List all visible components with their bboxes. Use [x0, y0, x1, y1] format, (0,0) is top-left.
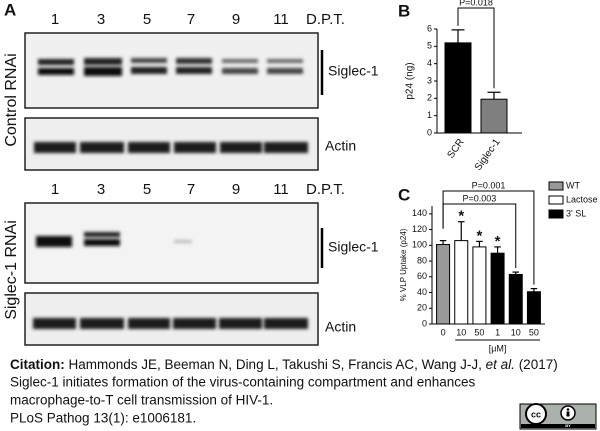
lane-label: 7	[187, 181, 195, 198]
y-tick-label: 0	[422, 318, 427, 328]
x-tick-label: 0	[441, 327, 446, 337]
row-label: Control RNAi	[3, 53, 20, 146]
lane-label: 11	[273, 11, 289, 28]
lane-unit: D.P.T.	[306, 181, 345, 198]
significance-mark: *	[458, 208, 464, 225]
y-tick-label: 5	[427, 41, 432, 51]
license-badge: cc BY	[519, 403, 597, 430]
bar	[472, 246, 487, 325]
target-label: Siglec-1	[328, 63, 379, 79]
lane-label: 3	[97, 181, 105, 198]
bar	[436, 244, 451, 325]
y-tick-label: 120	[412, 224, 427, 234]
y-tick-label: 0	[427, 127, 432, 137]
legend-label: Lactose	[566, 194, 598, 204]
x-tick-label: 10	[511, 327, 521, 337]
lane-labels: 1 3 5 7 9 11 D.P.T.	[51, 181, 345, 198]
blot-bands	[33, 58, 308, 329]
x-tick-label: SCR	[445, 137, 466, 161]
comparison-bracket	[442, 203, 517, 269]
row-label: Siglec-1 RNAi	[3, 220, 20, 320]
y-tick-label: 60	[417, 271, 427, 281]
bar	[508, 273, 523, 325]
y-tick-label: 1	[427, 110, 432, 120]
x-tick-label: 50	[529, 327, 539, 337]
x-tick-label: Siglec-1	[473, 137, 503, 173]
bar	[526, 291, 541, 325]
lane-label: 1	[51, 181, 59, 198]
legend-swatch	[548, 195, 564, 205]
comparison-label: P=0.018	[459, 0, 493, 7]
legend-swatch	[548, 209, 564, 219]
y-tick-label: 2	[427, 93, 432, 103]
legend-label: WT	[566, 180, 580, 190]
comparison-bracket	[457, 7, 495, 89]
lane-label: 7	[187, 11, 195, 28]
bar	[444, 42, 472, 134]
target-label: Siglec-1	[328, 239, 379, 255]
comparison-label: P=0.001	[472, 180, 506, 190]
citation-year: (2017)	[515, 357, 558, 372]
y-tick-label: 100	[412, 240, 427, 250]
y-tick-label: 3	[427, 75, 432, 85]
citation-lead: Citation:	[10, 357, 65, 372]
bar	[480, 98, 508, 134]
bar	[490, 252, 505, 325]
panel-label: C	[398, 185, 410, 204]
lane-label: 3	[97, 11, 105, 28]
loading-label: Actin	[325, 138, 356, 154]
loading-label: Actin	[325, 319, 356, 335]
panel-label: B	[398, 1, 410, 20]
comparison-label: P=0.003	[463, 193, 497, 203]
lane-labels: 1 3 5 7 9 11 D.P.T.	[51, 11, 345, 28]
panel-label: A	[4, 0, 16, 19]
legend-label: 3' SL	[566, 208, 586, 218]
significance-mark: *	[476, 227, 482, 244]
y-tick-label: 80	[417, 255, 427, 265]
y-tick-label: 20	[417, 303, 427, 313]
x-tick-label: 50	[474, 327, 484, 337]
lane-label: 1	[51, 11, 59, 28]
lane-unit: D.P.T.	[306, 11, 345, 28]
legend-swatch	[548, 181, 564, 191]
citation-etal: et al.	[486, 357, 515, 372]
citation-line: macrophage-to-T cell transmission of HIV…	[10, 393, 273, 408]
y-tick-label: 40	[417, 287, 427, 297]
lane-label: 11	[273, 181, 289, 198]
citation-line: Siglec-1 initiates formation of the viru…	[10, 375, 475, 390]
lane-label: 9	[232, 181, 240, 198]
y-tick-label: 4	[427, 58, 432, 68]
citation-authors: Hammonds JE, Beeman N, Ding L, Takushi S…	[65, 357, 486, 372]
blot-frame	[24, 202, 319, 284]
x-tick-label: 10	[456, 327, 466, 337]
y-axis-label: p24 (ng)	[405, 62, 416, 99]
significance-mark: *	[495, 233, 501, 250]
citation-line: PLoS Pathog 13(1): e1006181.	[10, 411, 196, 426]
y-axis-label: % VLP Uptake (p24)	[399, 228, 408, 301]
citation-line: Citation: Hammonds JE, Beeman N, Ding L,…	[10, 357, 558, 372]
x-tick-label: 1	[495, 327, 500, 337]
lane-label: 9	[232, 11, 240, 28]
y-tick-label: 140	[412, 208, 427, 218]
x-axis-label: [μM]	[489, 343, 507, 353]
y-tick-label: 6	[427, 23, 432, 33]
lane-label: 5	[143, 11, 151, 28]
lane-label: 5	[143, 181, 151, 198]
bar	[454, 240, 469, 325]
license-text: BY	[565, 423, 571, 428]
svg-text:cc: cc	[531, 409, 541, 419]
